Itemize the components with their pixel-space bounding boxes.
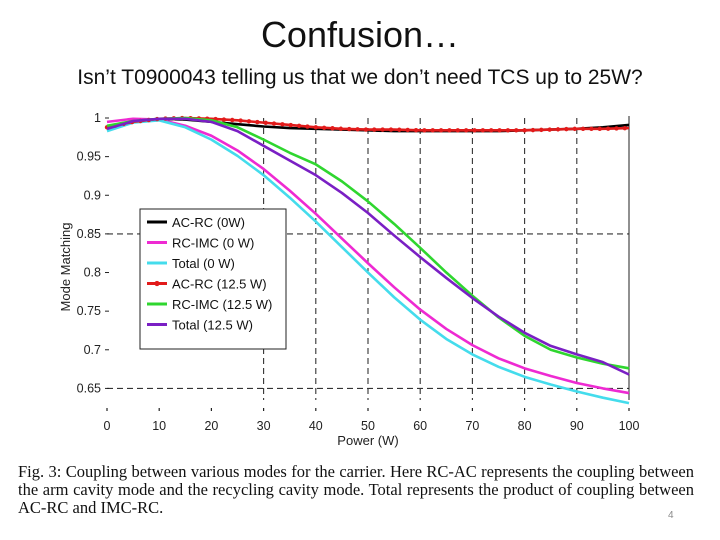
series-marker xyxy=(405,127,410,133)
series-marker xyxy=(230,117,235,123)
x-tick-label: 0 xyxy=(104,419,111,433)
series-marker xyxy=(221,117,227,122)
series-marker xyxy=(447,128,452,133)
series-marker xyxy=(388,127,394,132)
series-marker xyxy=(413,128,419,133)
series-marker xyxy=(539,127,544,133)
series-marker xyxy=(255,119,260,125)
series-marker xyxy=(530,127,536,133)
series-marker xyxy=(338,126,344,131)
figure-caption: Fig. 3: Coupling between various modes f… xyxy=(18,463,694,517)
grid-layer xyxy=(107,118,629,400)
x-axis-label: Power (W) xyxy=(337,433,398,448)
legend: AC-RC (0W) RC-IMC (0 W) Total (0 W) AC-RC (… xyxy=(139,208,287,350)
series-marker xyxy=(330,126,335,131)
legend-entry: Total (12.5 W) xyxy=(172,318,253,333)
series-marker xyxy=(397,127,402,132)
caption-label: Fig. 3: xyxy=(18,462,62,481)
series-marker xyxy=(488,128,494,133)
legend-entry: RC-IMC (0 W) xyxy=(172,236,254,251)
series-marker xyxy=(514,128,519,133)
series-marker xyxy=(271,121,277,126)
x-tick-label: 10 xyxy=(152,419,166,433)
series-marker xyxy=(555,127,561,132)
x-tick-label: 90 xyxy=(570,419,584,433)
series-marker xyxy=(589,126,594,132)
series-marker xyxy=(296,123,302,128)
y-tick-label: 0.8 xyxy=(84,266,101,280)
series-line-5 xyxy=(106,117,630,376)
series-marker xyxy=(355,127,360,132)
series-marker xyxy=(363,127,369,132)
x-tick-label: 60 xyxy=(413,419,427,433)
mode-matching-chart: 1 0.95 0.9 0.85 0.8 0.75 0.7 0.65 0 10 20 30 40 50 60 7… xyxy=(58,111,640,448)
series-marker xyxy=(380,127,385,132)
series-marker xyxy=(288,122,293,128)
legend-entry: RC-IMC (12.5 W) xyxy=(172,297,272,312)
y-tick-label: 1 xyxy=(94,111,101,125)
series-line-2 xyxy=(106,119,630,405)
x-tick-label: 20 xyxy=(204,419,218,433)
series-marker xyxy=(480,128,486,133)
series-marker xyxy=(305,124,310,129)
legend-entry: AC-RC (0W) xyxy=(172,215,245,230)
y-tick-label: 0.75 xyxy=(77,304,101,318)
series-marker xyxy=(614,126,619,131)
caption-text: Coupling between various modes for the c… xyxy=(18,462,695,517)
series-marker xyxy=(605,126,611,131)
slide-subtitle: Isn’t T0900043 telling us that we don’t … xyxy=(77,66,643,89)
series-marker xyxy=(547,127,552,132)
x-tick-label: 40 xyxy=(309,419,323,433)
series-line-1 xyxy=(106,117,630,395)
series-marker xyxy=(246,119,252,124)
series-marker xyxy=(505,128,511,133)
series-marker xyxy=(622,125,628,131)
legend-entry: Total (0 W) xyxy=(172,256,235,271)
series-marker xyxy=(597,126,602,132)
page-number: 4 xyxy=(668,510,674,521)
y-tick-label: 0.95 xyxy=(77,150,101,164)
series-marker xyxy=(372,127,377,132)
y-tick-label: 0.65 xyxy=(77,381,101,395)
slide-title: Confusion… xyxy=(260,14,460,55)
series-marker xyxy=(438,128,444,133)
series-marker xyxy=(280,122,285,127)
series-marker xyxy=(580,126,586,132)
series-marker xyxy=(572,126,577,132)
series-marker xyxy=(313,125,318,130)
series-marker xyxy=(321,125,327,130)
series-marker xyxy=(422,128,427,133)
series-marker xyxy=(472,128,477,133)
x-tick-label: 80 xyxy=(518,419,532,433)
series-marker xyxy=(263,120,268,126)
legend-entry: AC-RC (12.5 W) xyxy=(172,277,267,292)
x-tick-label: 50 xyxy=(361,419,375,433)
y-tick-label: 0.85 xyxy=(77,227,101,241)
series-marker xyxy=(430,128,435,133)
series-marker xyxy=(564,126,569,132)
series-marker xyxy=(238,118,243,123)
series-layer xyxy=(104,115,630,405)
axis-layer: 1 0.95 0.9 0.85 0.8 0.75 0.7 0.65 0 10 20 30 40 50 60 7… xyxy=(77,111,640,433)
series-marker xyxy=(463,128,469,133)
y-tick-label: 0.9 xyxy=(84,188,101,202)
x-tick-label: 30 xyxy=(257,419,271,433)
x-tick-label: 70 xyxy=(465,419,479,433)
y-tick-label: 0.7 xyxy=(84,343,101,357)
series-marker xyxy=(347,126,352,132)
y-axis-label: Mode Matching xyxy=(58,223,73,312)
series-marker xyxy=(455,128,460,133)
legend-marker xyxy=(154,280,160,287)
series-marker xyxy=(497,128,502,133)
x-tick-label: 100 xyxy=(619,419,640,433)
series-marker xyxy=(522,128,527,133)
